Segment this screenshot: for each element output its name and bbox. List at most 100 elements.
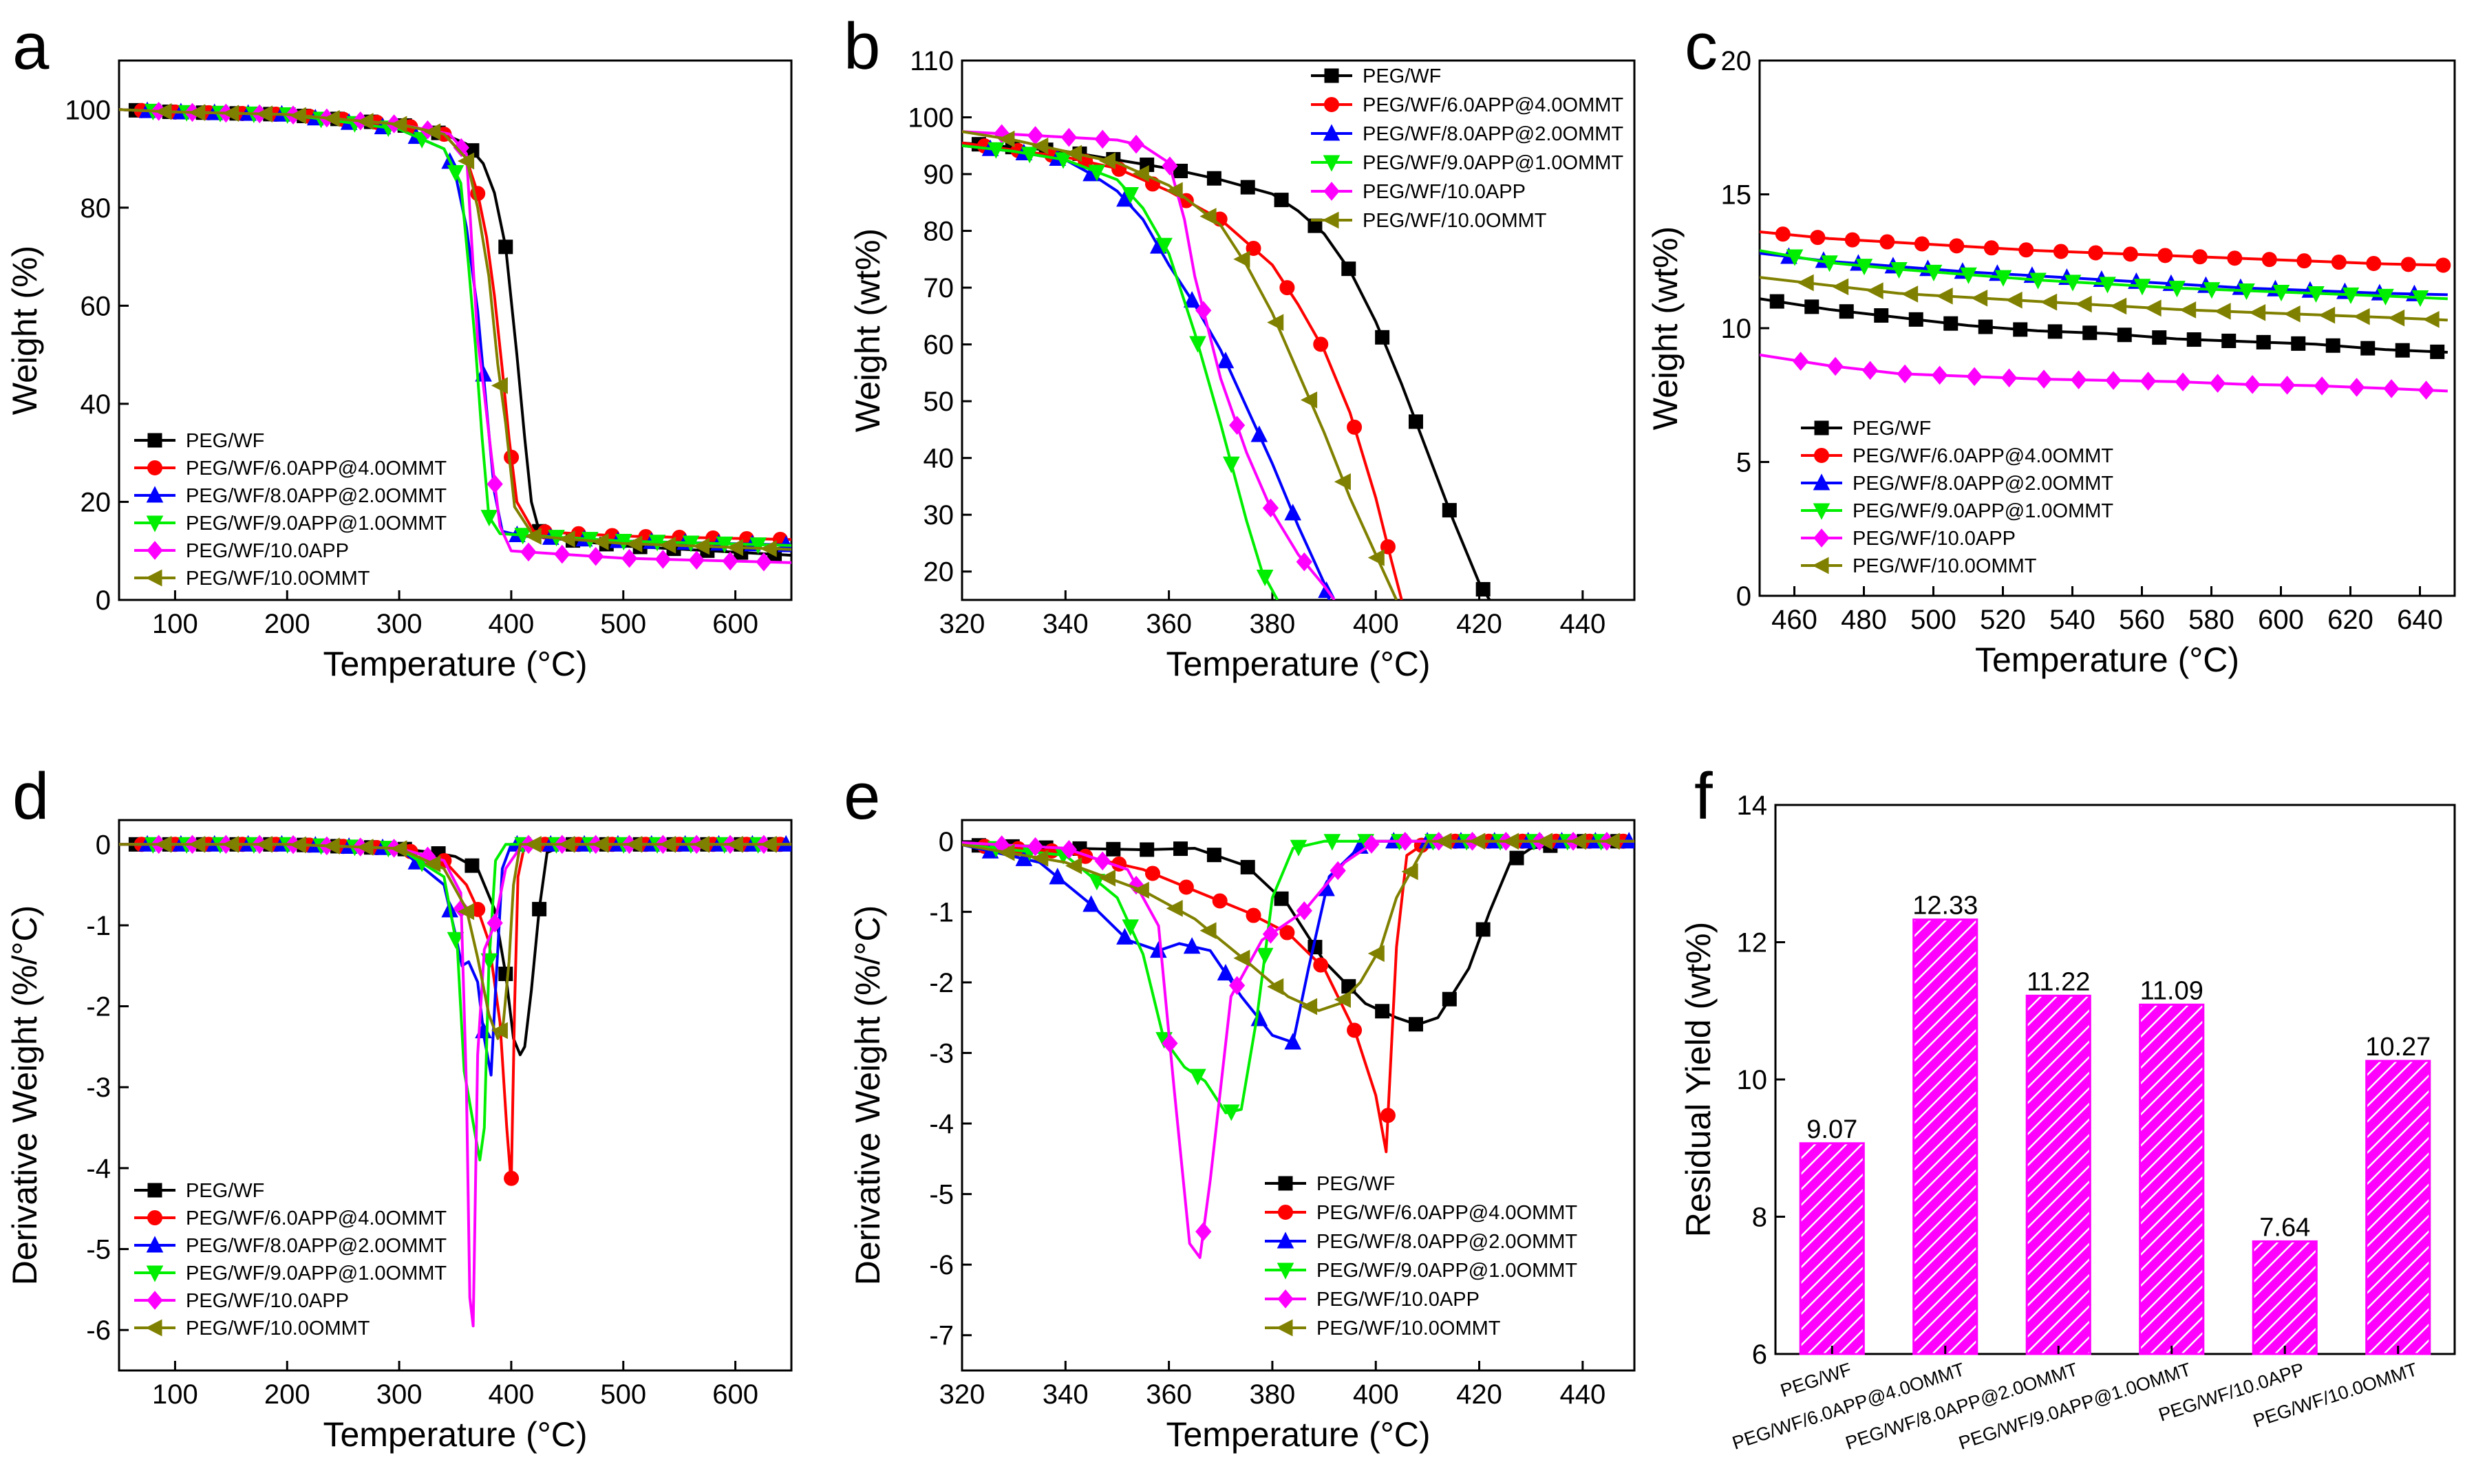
legend-marker xyxy=(146,1236,164,1253)
data-point xyxy=(1874,308,1889,323)
series-line xyxy=(119,843,791,1186)
data-point xyxy=(2411,290,2429,308)
y-tick-label: 10 xyxy=(1737,1065,1768,1095)
panel-letter: a xyxy=(12,10,50,83)
data-point xyxy=(390,116,407,133)
data-point xyxy=(1475,582,1491,597)
data-point xyxy=(1844,232,1860,248)
data-point xyxy=(1475,922,1491,937)
data-point xyxy=(2117,327,2132,343)
panel-e: -7 -6 -5 -4 -3 -2 -1 0 320 340 360 380 400 420 440 Temp… xyxy=(844,760,1636,1454)
data-point xyxy=(621,548,638,568)
data-point xyxy=(1435,832,1452,850)
legend-marker xyxy=(147,541,163,560)
x-tick-label: 300 xyxy=(376,1379,423,1410)
x-tick-label: 100 xyxy=(152,609,198,639)
data-point xyxy=(2018,242,2034,258)
data-point xyxy=(1173,841,1188,857)
data-point xyxy=(1786,249,1804,266)
legend-item: PEG/WF/9.0APP@1.0OMMT xyxy=(1311,152,1623,174)
data-point xyxy=(1217,352,1235,369)
data-point xyxy=(2005,291,2023,309)
data-point xyxy=(2214,303,2231,320)
data-point xyxy=(1162,1033,1178,1053)
legend-label: PEG/WF/10.0OMMT xyxy=(1363,210,1547,232)
data-point xyxy=(1897,364,1913,384)
data-point xyxy=(1861,361,1879,380)
y-tick-label: -5 xyxy=(86,1235,111,1265)
y-tick-label: 40 xyxy=(924,444,954,474)
data-point xyxy=(1173,164,1188,179)
data-point xyxy=(1313,336,1329,352)
x-tick-label: 200 xyxy=(264,609,310,639)
data-point xyxy=(1284,504,1302,521)
data-point xyxy=(1401,863,1418,881)
data-point xyxy=(1122,919,1140,936)
data-point xyxy=(592,835,609,853)
panel-letter: b xyxy=(844,10,880,83)
legend-marker xyxy=(1813,528,1830,548)
data-point xyxy=(1363,835,1380,854)
data-point xyxy=(1274,891,1289,906)
data-point xyxy=(1178,879,1194,895)
series-5 xyxy=(962,130,1398,600)
y-tick-label: 15 xyxy=(1721,180,1752,211)
data-point xyxy=(457,152,475,170)
data-point xyxy=(1233,250,1250,268)
data-point xyxy=(1375,330,1390,345)
data-point xyxy=(2238,283,2255,301)
plot-frame xyxy=(1774,804,2456,1355)
data-point xyxy=(1060,127,1077,147)
data-point xyxy=(1971,289,1988,307)
plot-frame xyxy=(118,59,793,601)
data-point xyxy=(424,855,441,872)
x-tick-label: 580 xyxy=(2188,605,2234,635)
data-point xyxy=(2422,311,2440,328)
legend: PEG/WF PEG/WF/6.0APP@4.0OMMT PEG/WF/8.0APP… xyxy=(1801,418,2113,577)
data-point xyxy=(524,835,542,853)
y-tick-label: 100 xyxy=(65,95,111,125)
data-point xyxy=(558,530,575,548)
legend-item: PEG/WF/9.0APP@1.0OMMT xyxy=(134,513,447,535)
x-tick-label: 520 xyxy=(1980,605,2026,635)
data-point xyxy=(1341,261,1356,277)
data-point xyxy=(1313,957,1329,973)
x-tick-label: 400 xyxy=(489,1379,535,1410)
data-point xyxy=(1199,922,1217,939)
data-point xyxy=(1088,164,1106,182)
data-point xyxy=(1323,834,1341,851)
x-tick-label: 480 xyxy=(1841,605,1887,635)
data-point xyxy=(554,544,570,564)
data-point xyxy=(2256,334,2271,350)
x-axis-title: Temperature (°C) xyxy=(1975,641,2239,679)
legend-label: PEG/WF xyxy=(1853,418,1931,440)
legend-marker xyxy=(1277,1232,1294,1249)
panel-letter: c xyxy=(1685,10,1718,83)
y-tick-label: -3 xyxy=(929,1038,954,1068)
data-point xyxy=(447,165,465,182)
data-point xyxy=(2296,253,2312,269)
data-point xyxy=(1936,288,1953,305)
y-tick-label: 14 xyxy=(1737,791,1768,821)
data-point xyxy=(2400,257,2416,272)
x-axis-title: Temperature (°C) xyxy=(1166,1415,1431,1454)
bar-value-label: 12.33 xyxy=(1912,892,1978,921)
data-point xyxy=(480,510,498,527)
data-point xyxy=(2283,305,2301,323)
data-point xyxy=(2209,374,2226,393)
legend-label: PEG/WF/10.0APP xyxy=(1853,528,2016,550)
data-point xyxy=(2353,308,2370,325)
data-point xyxy=(1890,261,1908,279)
series-line xyxy=(962,839,1634,1154)
data-point xyxy=(1769,294,1784,309)
legend-item: PEG/WF/6.0APP@4.0OMMT xyxy=(1265,1202,1577,1224)
data-point xyxy=(2360,341,2376,356)
legend: PEG/WF PEG/WF/6.0APP@4.0OMMT PEG/WF/8.0APP… xyxy=(134,430,447,590)
y-tick-label: 20 xyxy=(924,557,954,588)
data-point xyxy=(998,130,1015,148)
data-point xyxy=(289,836,306,854)
x-tick-label: 360 xyxy=(1146,609,1192,639)
data-point xyxy=(2157,248,2173,264)
legend-label: PEG/WF/10.0OMMT xyxy=(1316,1318,1501,1340)
legend-label: PEG/WF/8.0APP@2.0OMMT xyxy=(1316,1231,1577,1253)
